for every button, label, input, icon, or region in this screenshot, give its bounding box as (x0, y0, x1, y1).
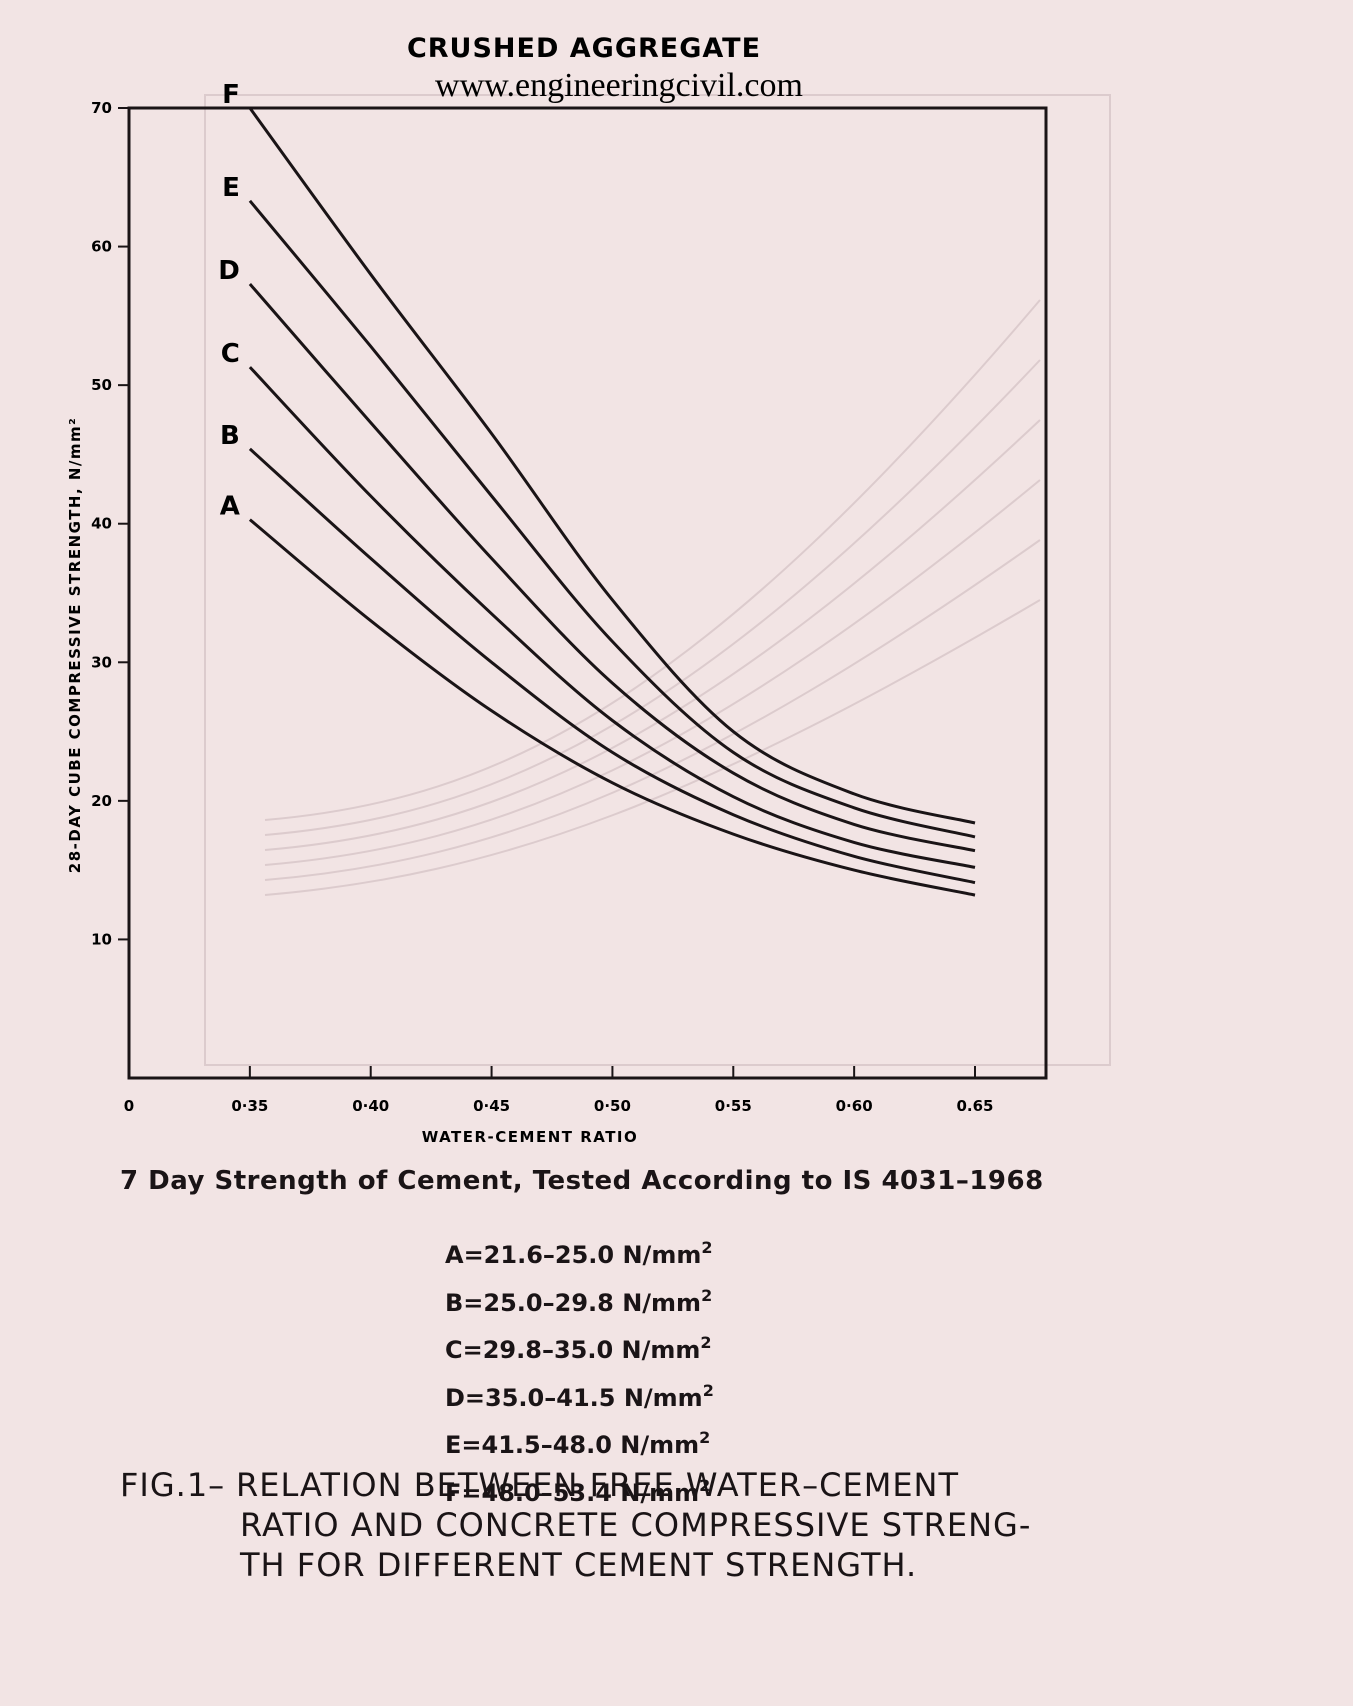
y-tick-label: 40 (91, 515, 112, 533)
legend-item-exponent: 2 (701, 1285, 713, 1305)
curve-a (248, 518, 976, 897)
legend-item: B=25.0–29.8 N/mm2 (445, 1276, 714, 1324)
legend-item-label: F=48.0–53.4 N/mm (445, 1478, 700, 1507)
legend-item-label: A=21.6–25.0 N/mm (445, 1241, 702, 1269)
y-tick-label: 70 (91, 99, 112, 117)
plot-frame (127, 106, 1048, 1080)
legend: A=21.6–25.0 N/mm2 B=25.0–29.8 N/mm2 C=29.8… (445, 1228, 714, 1513)
curve-d (248, 283, 976, 853)
figure-caption: FIG.1– RELATION BETWEEN FREE WATER–CEMENT… (120, 1465, 1240, 1585)
caption-line-3: TH FOR DIFFERENT CEMENT STRENGTH. (240, 1546, 918, 1584)
caption-line-1: FIG.1– RELATION BETWEEN FREE WATER–CEMENT (120, 1465, 1240, 1505)
curve-label-c: C (221, 339, 240, 369)
x-tick-label: 0·50 (594, 1097, 631, 1115)
chart-figure: CRUSHED AGGREGATE www.engineeringcivil.c… (66, 33, 1111, 1146)
legend-item: D=35.0–41.5 N/mm2 (445, 1371, 714, 1419)
legend-item-exponent: 2 (702, 1380, 714, 1400)
curve-f (248, 107, 976, 825)
legend-item-exponent: 2 (699, 1475, 711, 1495)
legend-item-label: B=25.0–29.8 N/mm (445, 1288, 702, 1317)
x-tick-label: 0·60 (836, 1097, 873, 1115)
x-tick-label: 0.65 (956, 1097, 993, 1115)
y-axis-label: 28-DAY CUBE COMPRESSIVE STRENGTH, N/mm² (66, 417, 84, 873)
x-tick-label: 0·55 (715, 1097, 752, 1115)
legend-item: F=48.0–53.4 N/mm2 (445, 1466, 714, 1514)
x-tick-label: 0·35 (231, 1097, 268, 1115)
legend-item-label: C=29.8–35.0 N/mm (445, 1336, 701, 1364)
legend-item-exponent: 2 (701, 1238, 713, 1257)
curve-c (248, 366, 976, 869)
x-axis-label: WATER-CEMENT RATIO (422, 1128, 639, 1146)
curve-label-e: E (222, 173, 240, 203)
caption-line-2: RATIO AND CONCRETE COMPRESSIVE STRENG- (240, 1506, 1032, 1544)
y-tick-label: 60 (91, 238, 112, 256)
legend-item-exponent: 2 (700, 1333, 712, 1352)
y-tick-label: 20 (91, 792, 112, 810)
legend-item-label: E=41.5–48.0 N/mm (445, 1431, 700, 1459)
curve-e (248, 199, 976, 839)
y-tick-label: 50 (91, 376, 112, 394)
y-tick-label: 10 (91, 930, 112, 948)
caption-line-1-text: RELATION BETWEEN FREE WATER–CEMENT (236, 1466, 960, 1504)
legend-item: C=29.8–35.0 N/mm2 (445, 1323, 714, 1371)
x-tick-label: 0·40 (352, 1097, 389, 1115)
curve-label-f: F (222, 80, 240, 110)
x-tick-label: 0·45 (473, 1097, 510, 1115)
curve-label-a: A (220, 492, 240, 522)
y-tick-label: 30 (91, 653, 112, 671)
caption-figure-number: FIG.1– (120, 1466, 226, 1504)
legend-item: E=41.5–48.0 N/mm2 (445, 1418, 714, 1466)
chart-title: CRUSHED AGGREGATE (407, 33, 761, 64)
curve-label-d: D (218, 256, 240, 286)
curve-b (248, 447, 976, 885)
legend-item-exponent: 2 (699, 1428, 711, 1447)
chart-subtitle: 7 Day Strength of Cement, Tested Accordi… (120, 1166, 1044, 1196)
ghost-show-through (204, 94, 1111, 1066)
curve-label-b: B (220, 421, 240, 451)
plot-area: 0 0·35 0·40 0·45 0·50 0·55 0·60 0.65 10 20 30 40 50 6… (91, 80, 1048, 1115)
legend-item: A=21.6–25.0 N/mm2 (445, 1228, 714, 1276)
watermark-url: www.engineeringcivil.com (435, 67, 803, 104)
x-tick-label: 0 (124, 1097, 134, 1115)
legend-item-label: D=35.0–41.5 N/mm (445, 1383, 703, 1412)
